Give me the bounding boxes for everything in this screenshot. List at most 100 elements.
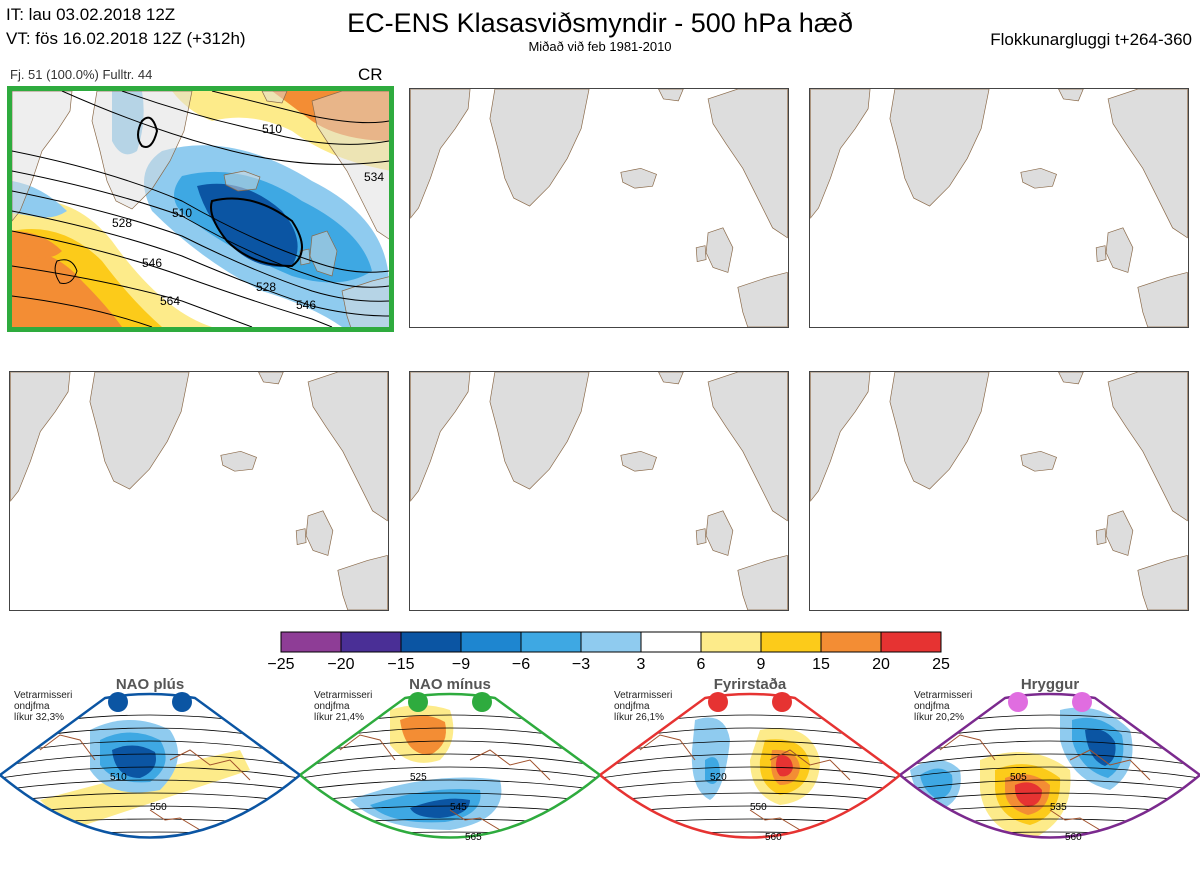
colorbar-tick-label: 25 bbox=[932, 656, 950, 673]
regime-probability: Vetrarmisseri ondjfma líkur 26,1% bbox=[614, 690, 673, 723]
height-contour bbox=[900, 792, 1200, 803]
init-time: IT: lau 03.02.2018 12Z bbox=[6, 5, 176, 24]
height-contour bbox=[600, 740, 900, 755]
regime-outline bbox=[900, 692, 1200, 839]
regime-panel-4: 505 535 560 Hryggur Vetrarmisseri ondjfma lí… bbox=[900, 676, 1200, 871]
height-contour bbox=[600, 792, 900, 803]
contour-label: 505 bbox=[1010, 772, 1027, 783]
contour-label: 535 bbox=[1050, 802, 1067, 813]
cluster-panel-5[interactable] bbox=[409, 371, 789, 611]
contour-label: 520 bbox=[710, 772, 727, 783]
contour-label: 534 bbox=[364, 170, 384, 184]
empty-map bbox=[410, 89, 788, 327]
cluster-panel-1[interactable]: 510 528 546 564 546 528 510 534 bbox=[7, 86, 394, 332]
colorbar-swatch bbox=[280, 631, 342, 653]
colorbar-tick-label: −15 bbox=[387, 656, 415, 673]
classification-window: Flokkunargluggi t+264-360 bbox=[990, 30, 1192, 49]
regime-title: NAO mínus bbox=[409, 676, 491, 693]
empty-map bbox=[10, 372, 388, 610]
anomaly-area bbox=[705, 757, 720, 784]
regime-probability: Vetrarmisseri ondjfma líkur 21,4% bbox=[314, 690, 373, 723]
regime-panel-2: 525 545 565 NAO mínus Vetrarmisseri ondjfma … bbox=[300, 676, 600, 871]
regime-outline bbox=[0, 692, 300, 839]
anomaly-area bbox=[112, 745, 156, 778]
height-contour bbox=[600, 818, 900, 827]
regime-marker-dot bbox=[172, 692, 192, 712]
colorbar-tick-label: −3 bbox=[571, 656, 591, 673]
cluster-panel-4[interactable] bbox=[9, 371, 389, 611]
colorbar-swatch bbox=[880, 631, 942, 653]
regime-panel-3: 520 550 560 Fyrirstaða Vetrarmisseri ondjfma… bbox=[600, 676, 900, 871]
regime-marker-dot bbox=[772, 692, 792, 712]
regime-marker-dot bbox=[708, 692, 728, 712]
height-contour bbox=[600, 753, 900, 767]
height-contour bbox=[300, 753, 600, 767]
page-title: EC-ENS Klasasviðsmyndir - 500 hPa hæð bbox=[347, 8, 853, 38]
anomaly-area bbox=[1014, 782, 1042, 807]
contour-label: 564 bbox=[160, 294, 180, 308]
contour-label: 550 bbox=[150, 802, 167, 813]
panel-1-label: Fj. 51 (100.0%) Fulltr. 44 bbox=[10, 67, 153, 82]
regime-panel-1: 510 550 NAO plús Vetrarmisseri ondjfma líku… bbox=[0, 676, 300, 871]
cluster-map-1: 510 528 546 564 546 528 510 534 bbox=[12, 91, 389, 327]
height-contour bbox=[600, 766, 900, 779]
height-contour bbox=[900, 727, 1200, 743]
regime-outline bbox=[600, 692, 900, 839]
height-contour bbox=[900, 845, 1200, 850]
valid-time: VT: fös 16.02.2018 12Z (+312h) bbox=[6, 29, 246, 48]
regime-outline bbox=[300, 692, 600, 839]
contour-label: 545 bbox=[450, 802, 467, 813]
colorbar-tick-label: −25 bbox=[267, 656, 295, 673]
contour-label: 525 bbox=[410, 772, 427, 783]
contour-label: 546 bbox=[296, 298, 316, 312]
height-contour bbox=[300, 740, 600, 755]
regime-marker-dot bbox=[1072, 692, 1092, 712]
contour-label: 510 bbox=[262, 122, 282, 136]
coastline bbox=[639, 734, 851, 838]
height-contour bbox=[900, 753, 1200, 767]
regime-title: Fyrirstaða bbox=[713, 676, 787, 693]
contour-label: 528 bbox=[112, 216, 132, 230]
anomaly-area bbox=[775, 754, 793, 777]
cluster-panel-6[interactable] bbox=[809, 371, 1189, 611]
height-contour bbox=[900, 766, 1200, 779]
height-contour bbox=[0, 779, 300, 791]
colorbar-tick-label: −20 bbox=[327, 656, 355, 673]
contour-label: 565 bbox=[465, 832, 482, 843]
anomaly-area bbox=[400, 715, 446, 755]
regime-marker-dot bbox=[108, 692, 128, 712]
regime-title: NAO plús bbox=[115, 676, 185, 693]
colorbar-tick-label: −6 bbox=[511, 656, 531, 673]
height-contour bbox=[600, 727, 900, 743]
empty-map bbox=[410, 372, 788, 610]
height-contour bbox=[0, 766, 300, 779]
cluster-panel-3[interactable] bbox=[809, 88, 1189, 328]
height-contour bbox=[600, 845, 900, 850]
empty-map bbox=[810, 89, 1188, 327]
colorbar-swatch bbox=[400, 631, 462, 653]
panel-1-regime: CR bbox=[358, 65, 383, 84]
colorbar-tick-label: 9 bbox=[756, 656, 766, 673]
colorbar-tick-label: −9 bbox=[451, 656, 471, 673]
height-contour bbox=[300, 792, 600, 803]
empty-map bbox=[810, 372, 1188, 610]
colorbar-tick-label: 3 bbox=[636, 656, 646, 673]
contour-label: 560 bbox=[765, 832, 782, 843]
cluster-panel-2[interactable] bbox=[409, 88, 789, 328]
regime-probability: Vetrarmisseri ondjfma líkur 20,2% bbox=[914, 690, 973, 723]
regime-probability: Vetrarmisseri ondjfma líkur 32,3% bbox=[14, 690, 73, 723]
contour-label: 528 bbox=[256, 280, 276, 294]
colorbar-tick-label: 6 bbox=[696, 656, 706, 673]
height-contour bbox=[0, 818, 300, 827]
regime-marker-dot bbox=[1008, 692, 1028, 712]
regime-marker-dot bbox=[408, 692, 428, 712]
page-subtitle: Miðað við feb 1981-2010 bbox=[528, 39, 672, 54]
height-contour bbox=[0, 740, 300, 755]
anomaly-area bbox=[920, 768, 953, 800]
height-contour bbox=[300, 845, 600, 850]
colorbar-swatch bbox=[460, 631, 522, 653]
contour-label: 560 bbox=[1065, 832, 1082, 843]
colorbar-tick-label: 15 bbox=[812, 656, 830, 673]
regime-marker-dot bbox=[472, 692, 492, 712]
colorbar-swatch bbox=[640, 631, 702, 653]
